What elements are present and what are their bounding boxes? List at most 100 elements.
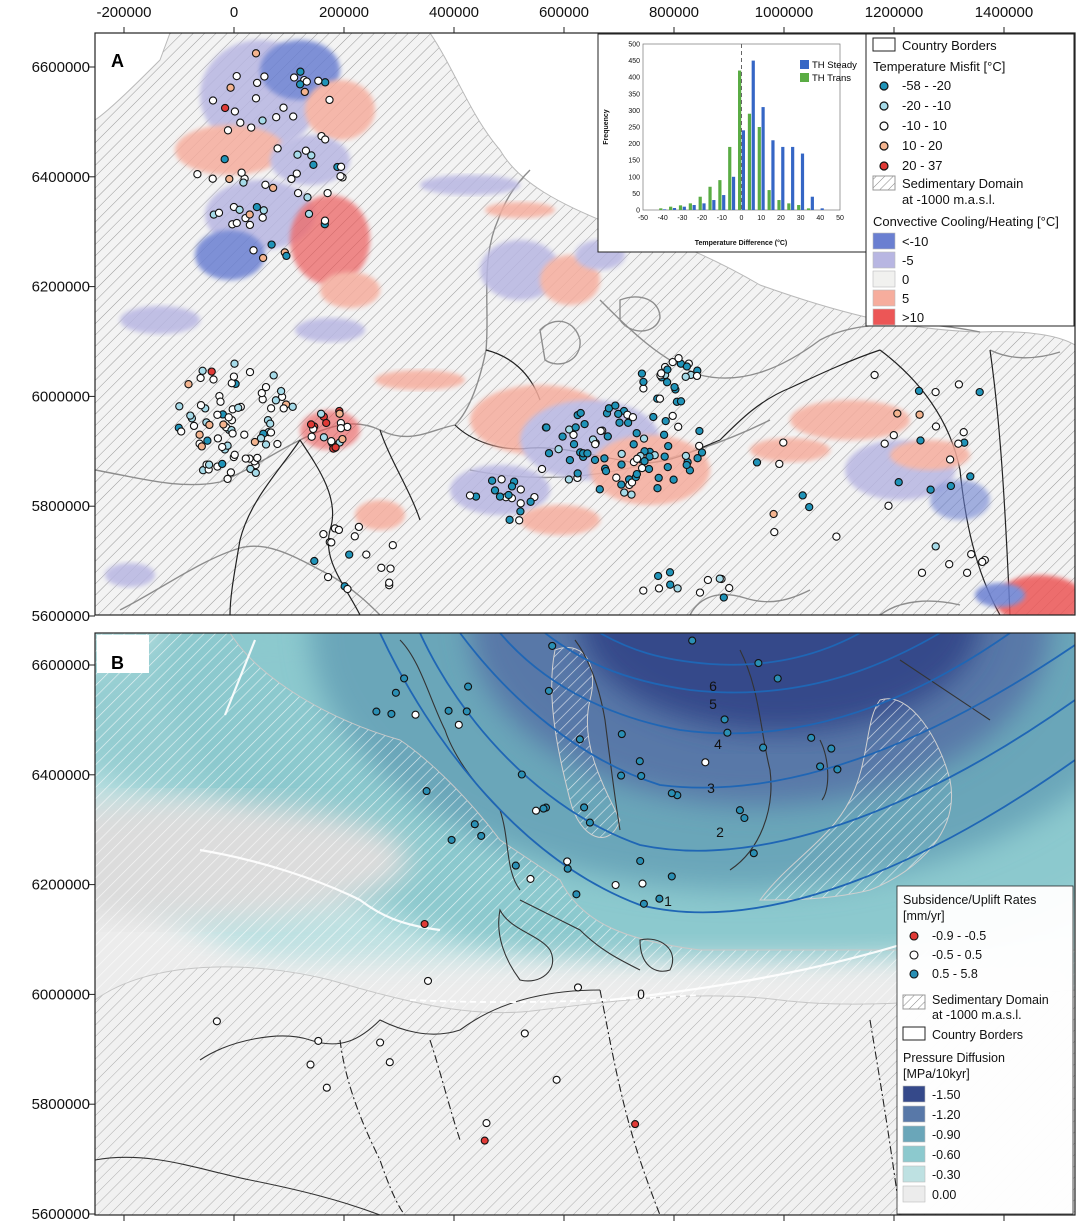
misfit-point — [279, 404, 288, 413]
x-tick-label-top: 1000000 — [755, 4, 813, 21]
misfit-point — [975, 387, 984, 397]
inset-y-tick-label: 0 — [636, 208, 640, 215]
misfit-point — [580, 419, 589, 429]
misfit-point — [195, 430, 204, 439]
inset-y-tick-label: 200 — [628, 141, 640, 148]
legend-marker-rate — [909, 950, 919, 960]
misfit-point — [261, 440, 271, 449]
legend-swatch-th-steady — [800, 60, 809, 69]
misfit-point — [213, 434, 223, 443]
inset-y-tick-label: 100 — [628, 174, 640, 181]
misfit-point — [327, 538, 336, 547]
y-tick-label-a: 6600000 — [32, 59, 90, 76]
rate-point — [517, 770, 526, 779]
misfit-point — [177, 427, 186, 436]
rate-point — [423, 976, 433, 985]
misfit-point — [914, 386, 924, 396]
misfit-point — [218, 442, 227, 452]
misfit-point — [320, 216, 330, 225]
legend-swatch-pressure — [902, 1185, 926, 1203]
misfit-point — [335, 409, 344, 418]
rate-point — [376, 1038, 385, 1047]
legend-swatch-th-trans — [800, 73, 809, 82]
bar-th-trans — [777, 200, 781, 210]
misfit-point — [289, 112, 298, 121]
misfit-point — [223, 126, 233, 135]
x-axis-top: -200000 0 200000 400000 600000 800000 1000000 1… — [96, 4, 1033, 33]
rate-point — [387, 709, 396, 718]
misfit-point — [637, 463, 647, 473]
misfit-point — [249, 246, 258, 255]
legend-swatch-country-borders-b — [902, 1026, 926, 1041]
misfit-point — [505, 515, 514, 524]
legend-label-misfit: -20 - -10 — [902, 98, 951, 113]
misfit-point — [674, 422, 683, 431]
misfit-point — [544, 449, 554, 458]
misfit-point — [880, 439, 889, 448]
misfit-point — [258, 253, 268, 263]
misfit-point — [236, 118, 245, 127]
misfit-point — [719, 593, 728, 602]
rate-point — [482, 1119, 491, 1128]
misfit-point — [323, 572, 333, 582]
misfit-point — [526, 497, 535, 506]
misfit-point — [204, 460, 214, 469]
panel-b-label: B — [111, 653, 124, 673]
misfit-point — [629, 440, 638, 449]
misfit-point — [670, 382, 679, 392]
rate-point — [580, 803, 589, 812]
inset-x-tick-label: -20 — [697, 215, 707, 222]
misfit-point — [596, 426, 605, 436]
legend-label-rate: 0.5 - 5.8 — [932, 967, 978, 981]
inset-x-label: Temperature Difference (°C) — [695, 239, 788, 247]
rate-point — [740, 813, 749, 823]
misfit-point — [967, 550, 976, 559]
rate-point — [585, 818, 594, 827]
x-tick-label-top: 1400000 — [975, 4, 1033, 21]
rate-point — [759, 743, 768, 752]
legend-title-temperature-misfit: Temperature Misfit [°C] — [873, 59, 1005, 74]
misfit-point — [668, 411, 677, 421]
misfit-point — [583, 449, 592, 458]
legend-swatch-convective — [872, 308, 896, 326]
misfit-point — [653, 571, 663, 581]
isoline-label-3: 3 — [707, 780, 715, 796]
misfit-point — [251, 468, 260, 478]
misfit-point — [189, 421, 199, 431]
isoline-labels: 6 5 4 3 2 1 0 — [637, 678, 724, 1002]
inset-bars — [659, 60, 824, 210]
inset-y-label: Frequency — [603, 109, 610, 145]
inset-x-tick-label: 10 — [757, 215, 765, 222]
misfit-point — [362, 550, 371, 559]
misfit-point — [615, 418, 624, 427]
misfit-point — [246, 464, 255, 474]
bar-th-trans — [728, 146, 732, 210]
legend-label-convective: >10 — [902, 310, 924, 325]
misfit-point — [266, 404, 276, 413]
misfit-point — [697, 448, 707, 457]
misfit-point — [251, 94, 261, 103]
misfit-point — [612, 473, 621, 482]
legend-swatch-pressure — [902, 1145, 926, 1163]
legend-swatch-country-borders — [872, 37, 896, 52]
bar-th-steady — [663, 209, 667, 210]
misfit-point — [654, 473, 663, 483]
bar-th-trans — [787, 203, 791, 210]
misfit-point — [338, 434, 347, 444]
misfit-point — [569, 440, 579, 449]
misfit-point — [516, 485, 525, 494]
misfit-point — [870, 370, 879, 380]
misfit-point — [175, 402, 184, 411]
rate-point — [411, 710, 420, 719]
legend-swatch-convective — [872, 270, 896, 288]
inset-x-tick-label: -50 — [638, 215, 648, 222]
y-tick-label-a: 6200000 — [32, 279, 90, 296]
legend-label-misfit: 10 - 20 — [902, 138, 942, 153]
misfit-point — [220, 103, 230, 113]
misfit-point — [654, 584, 664, 593]
rate-point — [754, 659, 763, 668]
misfit-point — [576, 408, 585, 418]
misfit-point — [336, 424, 346, 433]
legend-label-country-borders: Country Borders — [902, 38, 997, 53]
misfit-point — [515, 516, 524, 525]
